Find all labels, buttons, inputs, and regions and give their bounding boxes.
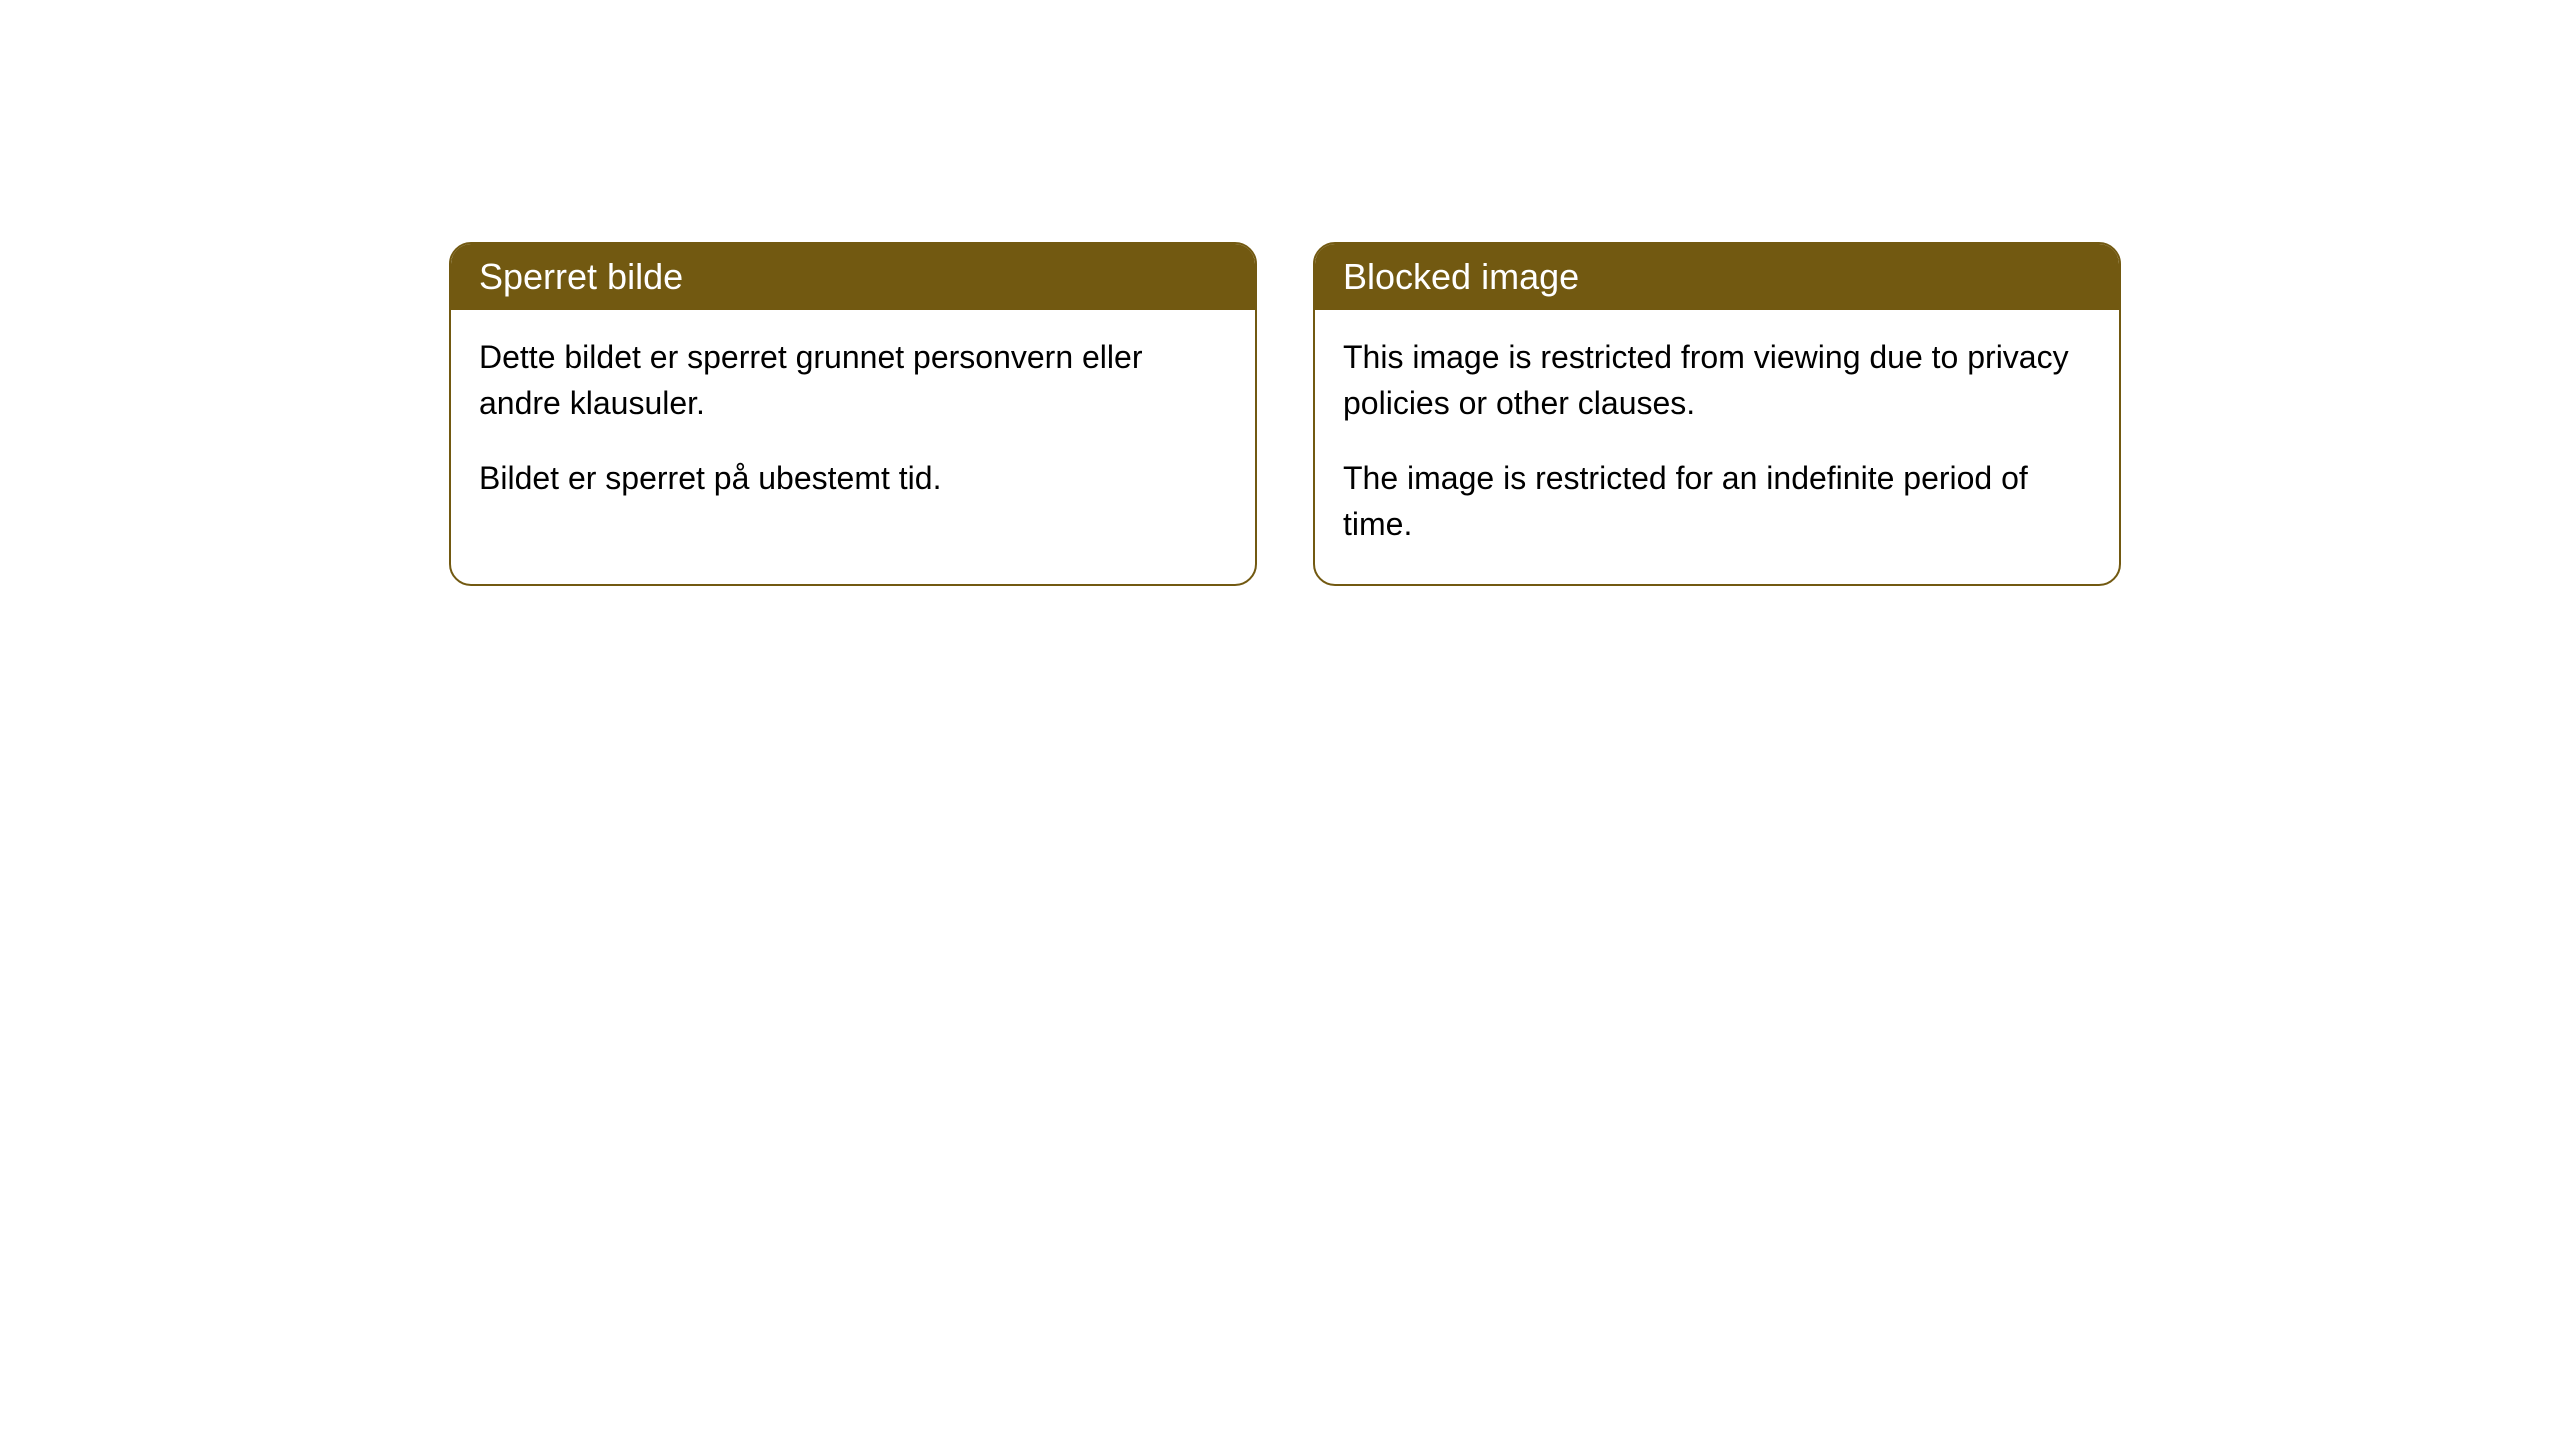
card-paragraph-norwegian-2: Bildet er sperret på ubestemt tid.	[479, 455, 1227, 501]
blocked-image-card-english: Blocked image This image is restricted f…	[1313, 242, 2121, 586]
card-title-english: Blocked image	[1343, 256, 1579, 297]
card-paragraph-english-2: The image is restricted for an indefinit…	[1343, 455, 2091, 548]
card-body-norwegian: Dette bildet er sperret grunnet personve…	[451, 310, 1255, 537]
card-header-english: Blocked image	[1315, 244, 2119, 310]
card-paragraph-norwegian-1: Dette bildet er sperret grunnet personve…	[479, 334, 1227, 427]
card-header-norwegian: Sperret bilde	[451, 244, 1255, 310]
card-title-norwegian: Sperret bilde	[479, 256, 683, 297]
info-cards-container: Sperret bilde Dette bildet er sperret gr…	[449, 242, 2121, 586]
card-paragraph-english-1: This image is restricted from viewing du…	[1343, 334, 2091, 427]
blocked-image-card-norwegian: Sperret bilde Dette bildet er sperret gr…	[449, 242, 1257, 586]
card-body-english: This image is restricted from viewing du…	[1315, 310, 2119, 584]
